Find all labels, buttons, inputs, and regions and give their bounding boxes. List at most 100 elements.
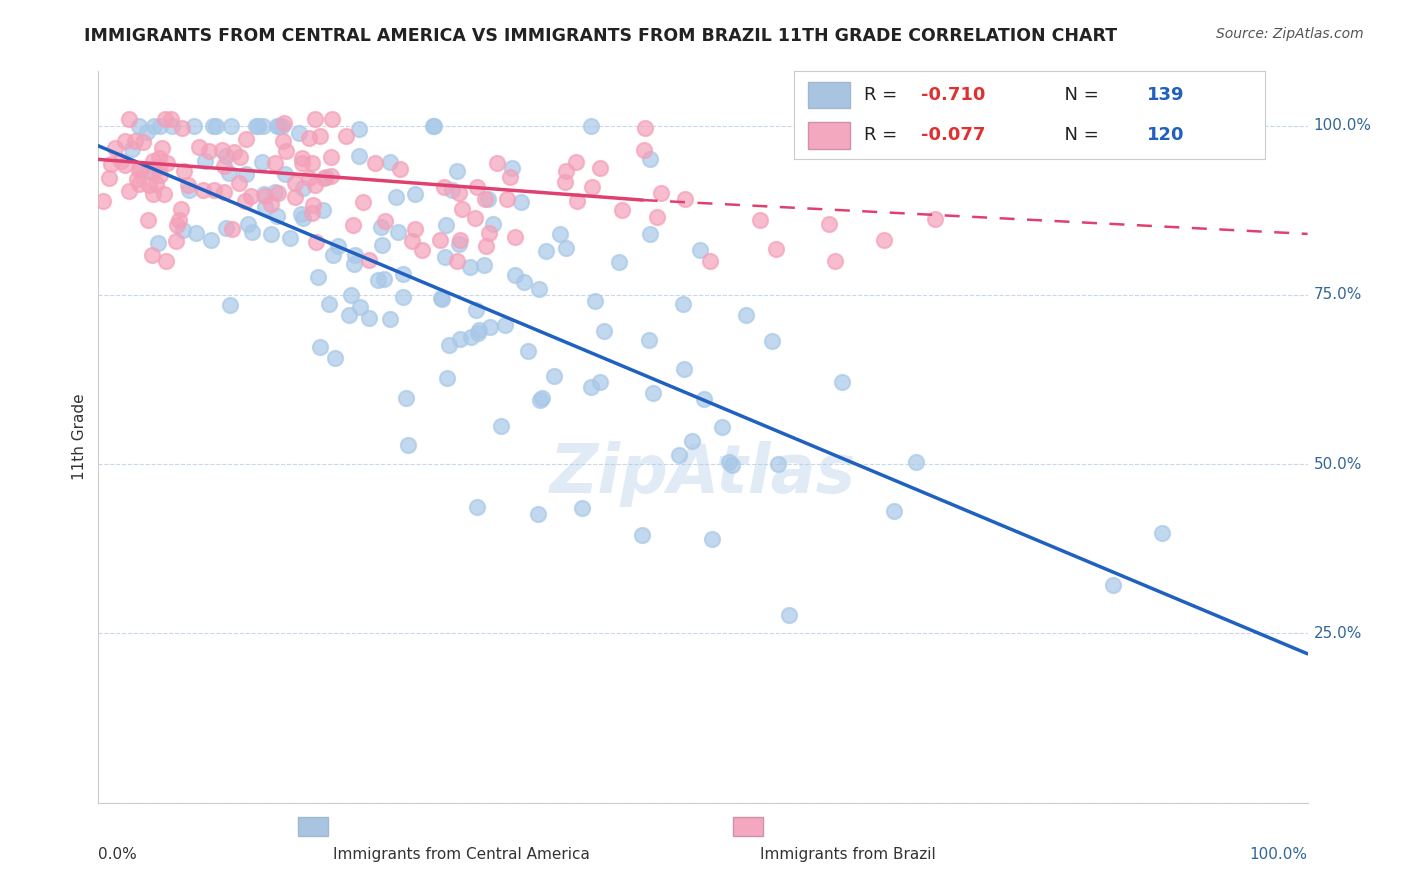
Point xyxy=(633,143,655,157)
Point xyxy=(321,112,343,127)
Point xyxy=(128,163,150,178)
Point xyxy=(534,244,557,258)
Point xyxy=(396,437,419,451)
Point xyxy=(468,323,491,337)
Point xyxy=(145,178,167,192)
Point xyxy=(501,161,523,175)
Point xyxy=(342,218,364,232)
Point xyxy=(370,219,392,234)
Text: Source: ZipAtlas.com: Source: ZipAtlas.com xyxy=(1216,27,1364,41)
Point xyxy=(650,186,672,201)
Point xyxy=(315,169,337,184)
Point xyxy=(183,119,205,133)
Point xyxy=(323,351,346,365)
Point xyxy=(478,226,501,240)
Point xyxy=(422,119,444,133)
Point xyxy=(433,180,456,194)
Point xyxy=(142,186,165,201)
Text: 100.0%: 100.0% xyxy=(1313,118,1372,133)
Point xyxy=(1152,525,1174,540)
Point xyxy=(491,418,513,433)
Point xyxy=(449,233,471,247)
Point xyxy=(411,243,433,257)
Point xyxy=(118,112,141,126)
Point xyxy=(148,151,170,165)
Point xyxy=(121,142,143,156)
Point xyxy=(271,119,294,133)
Point xyxy=(131,136,153,150)
Point xyxy=(172,222,194,236)
Point xyxy=(439,338,461,352)
Point xyxy=(474,193,496,207)
Point xyxy=(441,183,464,197)
Point xyxy=(263,185,285,199)
Point xyxy=(436,371,458,385)
Point xyxy=(513,275,536,289)
Point xyxy=(288,126,311,140)
Point xyxy=(589,375,612,389)
Point xyxy=(503,230,526,244)
Point xyxy=(579,379,602,393)
Text: IMMIGRANTS FROM CENTRAL AMERICA VS IMMIGRANTS FROM BRAZIL 11TH GRADE CORRELATION: IMMIGRANTS FROM CENTRAL AMERICA VS IMMIG… xyxy=(84,27,1118,45)
Point xyxy=(527,282,550,296)
Point xyxy=(638,153,661,167)
Point xyxy=(98,171,121,186)
Point xyxy=(273,168,295,182)
Text: 75.0%: 75.0% xyxy=(1313,287,1362,302)
Point xyxy=(267,119,290,133)
Point xyxy=(318,296,340,310)
Text: 25.0%: 25.0% xyxy=(1313,626,1362,641)
Point xyxy=(307,269,329,284)
Point xyxy=(681,434,703,449)
Point xyxy=(720,458,742,472)
Point xyxy=(110,153,132,168)
Point xyxy=(173,163,195,178)
Point xyxy=(215,149,238,163)
Point xyxy=(433,250,456,264)
Point xyxy=(449,332,471,346)
Point xyxy=(335,128,357,143)
Text: ZipAtlas: ZipAtlas xyxy=(550,441,856,507)
Point xyxy=(392,290,415,304)
Point xyxy=(373,272,395,286)
Point xyxy=(276,144,298,158)
Point xyxy=(304,178,326,193)
Point xyxy=(129,162,152,177)
Point xyxy=(200,233,222,247)
Point xyxy=(610,202,633,217)
Point xyxy=(305,235,328,249)
Point xyxy=(198,144,221,158)
Point xyxy=(215,221,238,235)
Point xyxy=(378,155,401,169)
Point xyxy=(883,503,905,517)
Point xyxy=(245,119,267,133)
Point xyxy=(689,243,711,257)
Point xyxy=(240,189,263,203)
Point xyxy=(291,151,314,165)
Point xyxy=(218,166,240,180)
Point xyxy=(146,235,169,250)
Point xyxy=(465,180,488,194)
Point xyxy=(446,164,468,178)
Point xyxy=(465,500,488,515)
Point xyxy=(873,234,896,248)
Text: 0.0%: 0.0% xyxy=(98,847,138,862)
Point xyxy=(337,308,360,322)
Point xyxy=(177,178,200,193)
Point xyxy=(565,194,588,208)
Point xyxy=(465,303,488,318)
Point xyxy=(450,202,472,216)
Point xyxy=(529,392,551,407)
Point xyxy=(344,248,367,262)
Point xyxy=(460,330,482,344)
Point xyxy=(301,156,323,170)
Point xyxy=(571,501,593,516)
Point xyxy=(187,139,209,153)
Point xyxy=(194,153,217,168)
Point xyxy=(510,194,533,209)
Point xyxy=(467,326,489,341)
Point xyxy=(710,420,733,434)
Point xyxy=(214,159,236,173)
Y-axis label: 11th Grade: 11th Grade xyxy=(72,393,87,481)
Point xyxy=(128,177,150,191)
